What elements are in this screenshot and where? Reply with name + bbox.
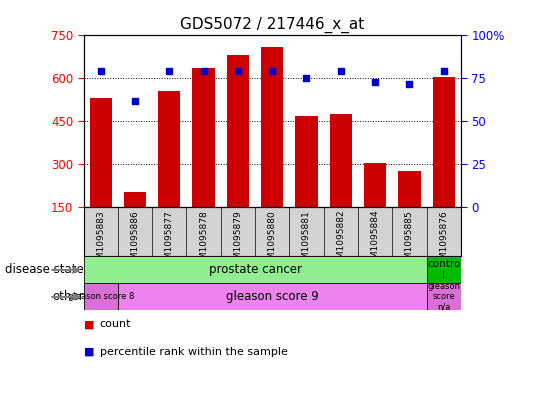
Text: ■: ■ xyxy=(84,347,98,357)
Bar xyxy=(89,98,112,208)
Point xyxy=(165,68,174,75)
Bar xyxy=(192,68,215,208)
Text: other: other xyxy=(52,290,84,303)
Point xyxy=(199,68,208,75)
Text: count: count xyxy=(100,319,131,329)
Bar xyxy=(432,77,455,208)
Bar xyxy=(330,114,352,208)
Text: GSM1095880: GSM1095880 xyxy=(268,210,277,270)
Bar xyxy=(261,47,284,208)
Text: GSM1095876: GSM1095876 xyxy=(439,210,448,270)
Point xyxy=(439,68,448,75)
Bar xyxy=(426,257,461,283)
Point xyxy=(233,68,242,75)
Point xyxy=(130,97,139,104)
Bar xyxy=(84,283,118,310)
Point xyxy=(405,80,414,86)
Text: GSM1095886: GSM1095886 xyxy=(130,210,140,270)
Bar xyxy=(364,163,386,208)
Title: GDS5072 / 217446_x_at: GDS5072 / 217446_x_at xyxy=(180,17,364,33)
Text: contro
l: contro l xyxy=(427,259,460,281)
Bar xyxy=(118,283,426,310)
Text: GSM1095877: GSM1095877 xyxy=(165,210,174,270)
Text: gleason score 9: gleason score 9 xyxy=(226,290,319,303)
Text: gleason score 8: gleason score 8 xyxy=(67,292,134,301)
Bar xyxy=(158,91,181,208)
Text: GSM1095884: GSM1095884 xyxy=(371,210,379,270)
Bar xyxy=(426,283,461,310)
Point xyxy=(96,68,105,75)
Point xyxy=(302,75,311,81)
Bar xyxy=(295,116,317,208)
Text: gleason
score
n/a: gleason score n/a xyxy=(427,282,460,312)
Bar xyxy=(227,55,249,208)
Text: disease state: disease state xyxy=(5,263,84,276)
Text: percentile rank within the sample: percentile rank within the sample xyxy=(100,347,288,357)
Text: ■: ■ xyxy=(84,319,98,329)
Text: GSM1095881: GSM1095881 xyxy=(302,210,311,270)
Point xyxy=(371,79,379,85)
Point xyxy=(336,68,345,75)
Text: GSM1095883: GSM1095883 xyxy=(96,210,105,270)
Text: GSM1095882: GSM1095882 xyxy=(336,210,345,270)
Text: GSM1095885: GSM1095885 xyxy=(405,210,414,270)
Bar xyxy=(124,191,146,208)
Text: GSM1095879: GSM1095879 xyxy=(233,210,243,270)
Bar xyxy=(398,171,420,208)
Point xyxy=(268,68,277,75)
Text: GSM1095878: GSM1095878 xyxy=(199,210,208,270)
Text: prostate cancer: prostate cancer xyxy=(209,263,301,276)
